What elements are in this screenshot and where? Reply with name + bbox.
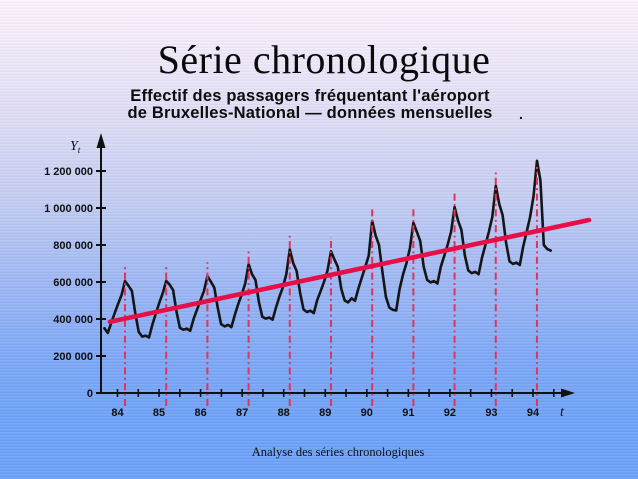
y-tick-label: 600 000 [53,277,93,289]
stray-dot: . [519,106,523,122]
x-tick-label: 91 [402,407,414,419]
x-axis-name: t [560,405,565,420]
y-tick-label: 400 000 [53,314,93,326]
chart-subtitle: Effectif des passagers fréquentant l'aér… [0,88,629,122]
x-tick-label: 93 [485,407,497,419]
trend-line [107,217,592,325]
y-axis-name: Yt [70,139,81,156]
x-axis-arrow [561,388,575,398]
x-tick-label: 89 [319,407,331,419]
x-tick-label: 88 [278,407,290,419]
y-tick-label: 0 [87,388,93,400]
chart-subtitle-line2: de Bruxelles-National — données mensuell… [127,104,493,122]
y-axis-arrow [96,133,106,148]
x-tick-label: 84 [111,407,124,419]
x-tick-label: 86 [194,407,206,419]
x-tick-label: 85 [153,407,165,419]
y-tick-label: 800 000 [53,240,93,252]
slide-title: Série chronologique [157,37,491,82]
y-tick-label: 1 200 000 [44,166,93,178]
chart-subtitle-line1: Effectif des passagers fréquentant l'aér… [130,87,490,105]
y-tick-label: 1 000 000 [44,203,93,215]
x-tick-label: 94 [527,407,540,419]
footer-caption: Analyse des séries chronologiques [251,445,425,459]
x-tick-label: 90 [361,407,373,419]
x-tick-label: 87 [236,407,248,419]
data-curve [103,159,553,339]
x-tick-label: 92 [444,407,456,419]
y-tick-label: 200 000 [53,351,93,363]
